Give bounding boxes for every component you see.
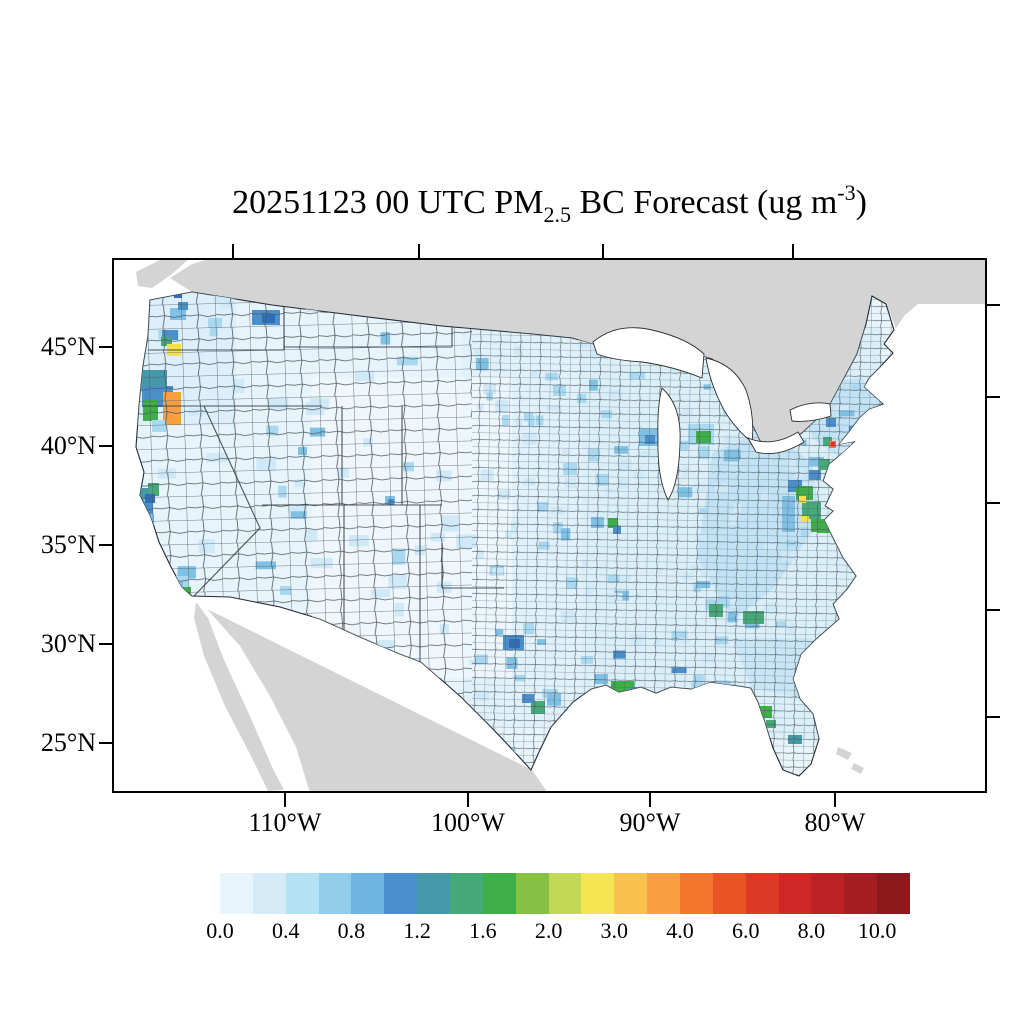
canada-landmass bbox=[170, 258, 987, 448]
lon-tick-bottom bbox=[649, 793, 651, 807]
lat-tick-left bbox=[99, 346, 112, 348]
lon-tick-bottom bbox=[467, 793, 469, 807]
state-borders bbox=[142, 294, 504, 666]
lat-tick-left bbox=[99, 445, 112, 447]
colorbar-segment bbox=[351, 873, 385, 914]
colorbar-segment bbox=[647, 873, 681, 914]
lon-tick-bottom bbox=[834, 793, 836, 807]
lat-tick-right bbox=[987, 304, 1000, 306]
lat-axis-label: 35°N bbox=[40, 530, 96, 559]
colorbar-tick-label: 2.0 bbox=[534, 918, 563, 943]
colorbar-segment bbox=[614, 873, 648, 914]
lon-axis-label: 110°W bbox=[248, 808, 322, 837]
colorbar-segment bbox=[318, 873, 352, 914]
lon-axis-label: 90°W bbox=[619, 808, 681, 837]
colorbar-segment bbox=[285, 873, 319, 914]
colorbar-segment bbox=[548, 873, 582, 914]
colorbar-segment bbox=[680, 873, 713, 914]
colorbar-tick-label: 8.0 bbox=[797, 918, 826, 943]
lat-tick-right bbox=[987, 609, 1000, 611]
title-text-2: BC Forecast (ug m bbox=[570, 184, 838, 221]
lat-tick-left bbox=[99, 643, 112, 645]
colorbar-segment bbox=[745, 873, 779, 914]
colorbar-segment bbox=[482, 873, 516, 914]
lat-tick-left bbox=[99, 742, 112, 744]
lat-tick-right bbox=[987, 396, 1000, 398]
title-subscript: 2.5 bbox=[543, 202, 571, 227]
colorbar-tick-label: 6.0 bbox=[731, 918, 760, 943]
title-superscript: -3 bbox=[837, 180, 856, 205]
lake-superior bbox=[592, 327, 705, 379]
colorbar bbox=[220, 873, 911, 914]
mexico-landmass bbox=[207, 609, 548, 793]
lat-tick-right bbox=[987, 502, 1000, 504]
lon-axis-label: 80°W bbox=[804, 808, 866, 837]
colorbar-tick-label: 0.8 bbox=[337, 918, 366, 943]
colorbar-tick-label: 10.0 bbox=[857, 918, 897, 943]
lon-axis-label: 100°W bbox=[431, 808, 505, 837]
colorbar-tick-label: 3.0 bbox=[600, 918, 629, 943]
lon-tick-bottom bbox=[284, 793, 286, 807]
colorbar-segment bbox=[844, 873, 878, 914]
bahamas-islands bbox=[836, 747, 864, 774]
colorbar-segment bbox=[417, 873, 451, 914]
colorbar-segment bbox=[384, 873, 418, 914]
lake-ontario bbox=[789, 402, 832, 422]
title-text: 20251123 00 UTC PM bbox=[232, 184, 544, 221]
lat-axis-label: 25°N bbox=[40, 728, 96, 757]
lon-tick-top bbox=[602, 244, 604, 258]
colorbar-segment bbox=[220, 873, 253, 914]
lat-axis-label: 45°N bbox=[40, 332, 96, 361]
colorbar-tick-label: 0.0 bbox=[206, 918, 234, 943]
lake-erie bbox=[746, 431, 805, 455]
lon-tick-top bbox=[232, 244, 234, 258]
colorbar-tick-label: 0.4 bbox=[271, 918, 300, 943]
lake-michigan bbox=[657, 387, 681, 501]
lon-tick-top bbox=[792, 244, 794, 258]
colorbar-segment bbox=[778, 873, 812, 914]
colorbar-segment bbox=[515, 873, 549, 914]
lat-tick-right bbox=[987, 716, 1000, 718]
title-text-3: ) bbox=[855, 184, 867, 221]
colorbar-segment bbox=[581, 873, 615, 914]
colorbar-tick-label: 1.6 bbox=[469, 918, 497, 943]
lat-axis-label: 30°N bbox=[40, 629, 96, 658]
colorbar-segment bbox=[450, 873, 483, 914]
great-lakes bbox=[592, 327, 832, 501]
lat-axis-label: 40°N bbox=[40, 431, 96, 460]
colorbar-segment bbox=[877, 873, 911, 914]
colorbar-segment bbox=[811, 873, 845, 914]
vancouver-island bbox=[136, 258, 190, 288]
colorbar-tick-label: 4.0 bbox=[666, 918, 694, 943]
colorbar-segment bbox=[252, 873, 286, 914]
figure-title: 20251123 00 UTC PM2.5 BC Forecast (ug m-… bbox=[62, 180, 1024, 227]
lon-tick-top bbox=[418, 244, 420, 258]
colorbar-tick-label: 1.2 bbox=[403, 918, 431, 943]
us-county-forecast-map bbox=[112, 258, 987, 793]
colorbar-segment bbox=[712, 873, 746, 914]
plot-frame bbox=[112, 258, 987, 793]
baja-california bbox=[194, 602, 284, 791]
lat-tick-left bbox=[99, 544, 112, 546]
